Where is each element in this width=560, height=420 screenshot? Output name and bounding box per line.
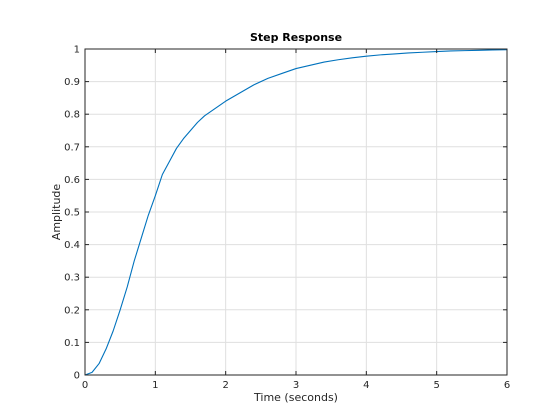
y-tick-label: 0.8: [64, 110, 80, 121]
x-tick-label: 5: [433, 380, 439, 391]
y-tick-label: 0.9: [64, 77, 80, 88]
y-tick-label: 0.4: [64, 240, 80, 251]
y-tick-label: 0.1: [64, 338, 80, 349]
data-layer: [84, 49, 508, 376]
y-tick-label: 1: [74, 45, 80, 56]
x-tick-label: 6: [504, 380, 510, 391]
ticks: 0 1 2 3 4 5 6 0 0.1 0.2 0.3 0.4 0.5 0.6 0.7 0.8 0.9 1: [64, 45, 510, 392]
x-tick-label: 1: [152, 380, 158, 391]
step-response-line: [84, 49, 508, 376]
x-axis-label: Time (seconds): [253, 391, 338, 404]
x-tick-label: 3: [293, 380, 299, 391]
y-tick-label: 0.5: [64, 208, 80, 219]
x-tick-label: 0: [82, 380, 88, 391]
y-tick-label: 0.3: [64, 273, 80, 284]
y-tick-label: 0.6: [64, 175, 80, 186]
x-tick-label: 2: [222, 380, 228, 391]
chart-title: Step Response: [250, 31, 342, 44]
y-tick-label: 0: [74, 371, 80, 382]
y-tick-label: 0.2: [64, 305, 80, 316]
y-tick-label: 0.7: [64, 142, 80, 153]
y-axis-label: Amplitude: [50, 184, 63, 241]
x-tick-label: 4: [363, 380, 369, 391]
